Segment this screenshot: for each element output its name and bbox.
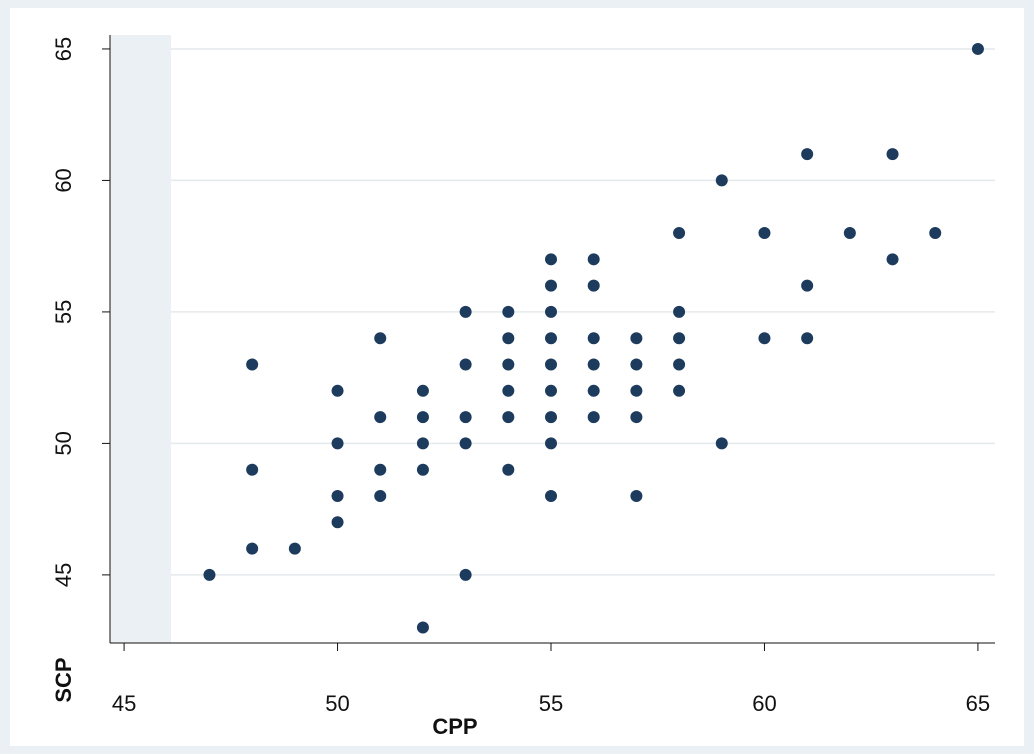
point xyxy=(459,411,472,424)
point xyxy=(331,489,344,502)
point xyxy=(502,358,515,371)
point xyxy=(630,384,643,397)
y-tick-label: 65 xyxy=(51,37,76,61)
x-tick-label: 65 xyxy=(966,691,990,716)
point xyxy=(545,253,558,266)
x-tick-label: 45 xyxy=(112,691,136,716)
point xyxy=(374,411,387,424)
point xyxy=(459,358,472,371)
point xyxy=(502,463,515,476)
point xyxy=(545,437,558,450)
point xyxy=(545,489,558,502)
point xyxy=(416,437,429,450)
point xyxy=(374,332,387,345)
x-tick-label: 60 xyxy=(752,691,776,716)
point xyxy=(331,516,344,529)
point xyxy=(715,437,728,450)
y-tick-label: 45 xyxy=(51,563,76,587)
point xyxy=(545,305,558,318)
point xyxy=(673,358,686,371)
point xyxy=(374,463,387,476)
point xyxy=(331,384,344,397)
point xyxy=(673,332,686,345)
point xyxy=(502,411,515,424)
x-tick-label: 50 xyxy=(325,691,349,716)
point xyxy=(545,332,558,345)
point xyxy=(630,411,643,424)
plot-inner xyxy=(171,35,995,643)
point xyxy=(630,332,643,345)
point xyxy=(502,384,515,397)
point xyxy=(246,463,259,476)
point xyxy=(203,568,216,581)
point xyxy=(929,227,942,240)
y-tick-label: 60 xyxy=(51,168,76,192)
y-axis-title: SCP xyxy=(51,657,76,702)
point xyxy=(630,358,643,371)
point xyxy=(843,227,856,240)
x-axis-title: CPP xyxy=(432,714,477,739)
point xyxy=(758,332,771,345)
point xyxy=(545,411,558,424)
point xyxy=(587,411,600,424)
y-tick-label: 50 xyxy=(51,431,76,455)
point xyxy=(416,463,429,476)
point xyxy=(416,384,429,397)
point xyxy=(886,253,899,266)
point xyxy=(801,148,814,161)
point xyxy=(459,305,472,318)
point xyxy=(587,253,600,266)
point xyxy=(246,358,259,371)
point xyxy=(587,358,600,371)
point xyxy=(630,489,643,502)
point xyxy=(801,332,814,345)
y-tick-label: 55 xyxy=(51,300,76,324)
point xyxy=(801,279,814,292)
point xyxy=(673,305,686,318)
point xyxy=(545,358,558,371)
point xyxy=(673,384,686,397)
point xyxy=(545,384,558,397)
point xyxy=(545,279,558,292)
point xyxy=(758,227,771,240)
point xyxy=(502,305,515,318)
point xyxy=(587,384,600,397)
point xyxy=(459,437,472,450)
point xyxy=(246,542,259,555)
point xyxy=(416,621,429,634)
point xyxy=(886,148,899,161)
point xyxy=(587,279,600,292)
point xyxy=(971,42,984,55)
point xyxy=(502,332,515,345)
point xyxy=(416,411,429,424)
point xyxy=(459,568,472,581)
point xyxy=(715,174,728,187)
point xyxy=(374,489,387,502)
point xyxy=(288,542,301,555)
point xyxy=(331,437,344,450)
x-tick-label: 55 xyxy=(539,691,563,716)
point xyxy=(587,332,600,345)
point xyxy=(673,227,686,240)
